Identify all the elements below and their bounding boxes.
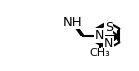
Text: S: S bbox=[105, 22, 113, 35]
Text: N: N bbox=[95, 29, 104, 42]
Text: CH₃: CH₃ bbox=[89, 48, 110, 58]
Text: NH: NH bbox=[63, 16, 83, 29]
Text: N: N bbox=[104, 36, 113, 49]
